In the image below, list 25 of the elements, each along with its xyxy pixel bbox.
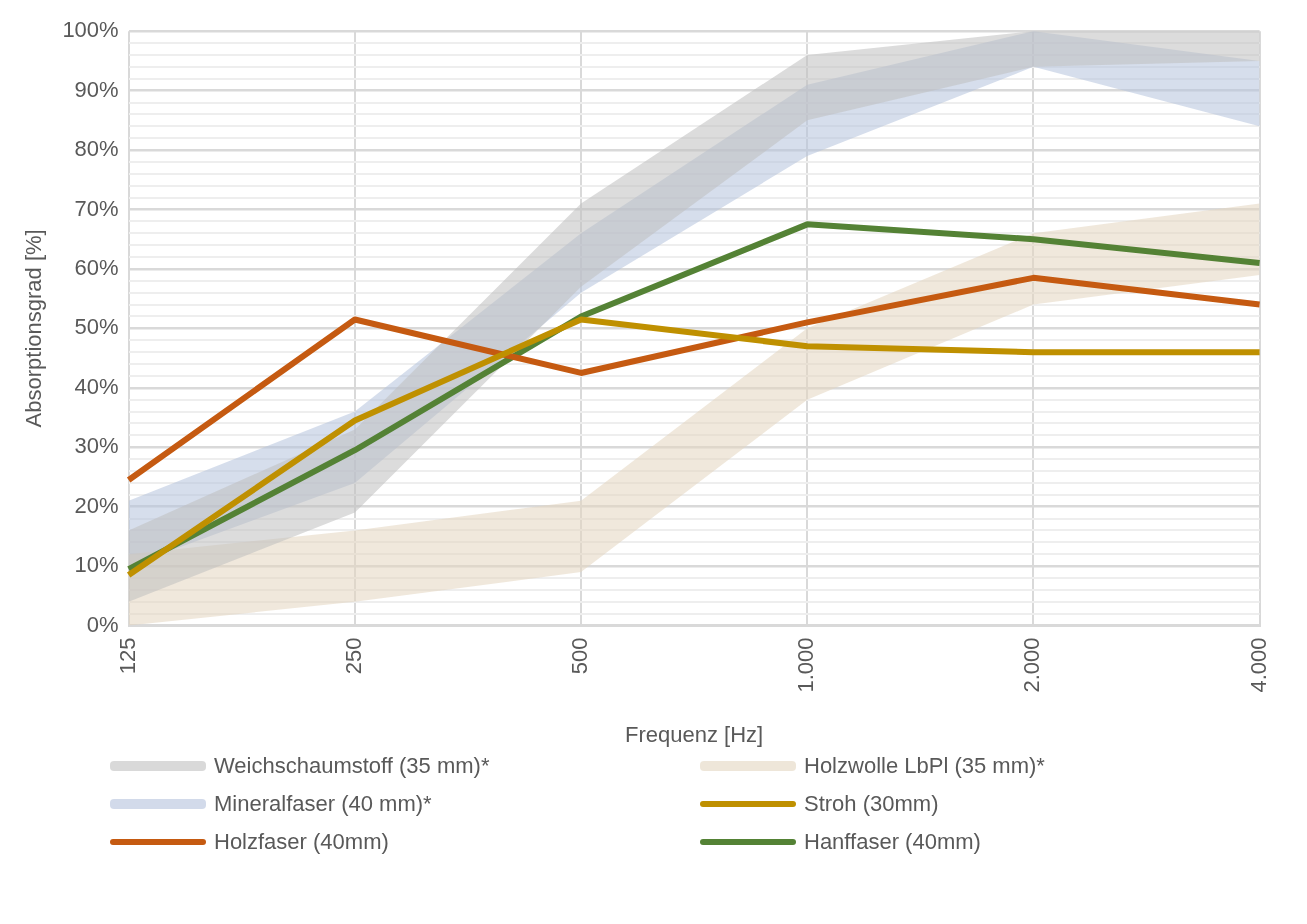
y-tick-label: 0% (86, 611, 119, 637)
x-tick-label: 2.000 (1019, 637, 1045, 693)
x-axis-title: Frequenz [Hz] (625, 721, 764, 747)
y-tick-label: 90% (74, 76, 119, 102)
y-axis-title: Absorptionsgrad [%] (21, 229, 47, 428)
x-tick-label: 250 (340, 637, 366, 675)
y-tick-label: 40% (74, 373, 119, 399)
x-tick-label: 4.000 (1245, 637, 1271, 693)
x-tick-label: 500 (567, 637, 593, 675)
y-tick-label: 20% (74, 492, 119, 518)
legend-label: Holzwolle LbPl (35 mm)* (804, 753, 1045, 779)
legend-label: Hanffaser (40mm) (804, 829, 981, 855)
y-tick-label: 70% (74, 195, 119, 221)
legend-label: Stroh (30mm) (804, 791, 939, 817)
y-tick-label: 60% (74, 255, 119, 280)
y-tick-label: 80% (74, 136, 119, 162)
x-tick-label: 125 (114, 637, 140, 675)
y-tick-label: 50% (74, 314, 119, 340)
y-tick-label: 30% (74, 433, 119, 459)
legend-label: Mineralfaser (40 mm)* (214, 791, 432, 817)
y-tick-label: 100% (62, 17, 119, 43)
legend-label: Weichschaumstoff (35 mm)* (214, 753, 490, 779)
legend-label: Holzfaser (40mm) (214, 829, 389, 855)
x-tick-label: 1.000 (793, 637, 819, 693)
y-tick-label: 10% (74, 552, 119, 578)
